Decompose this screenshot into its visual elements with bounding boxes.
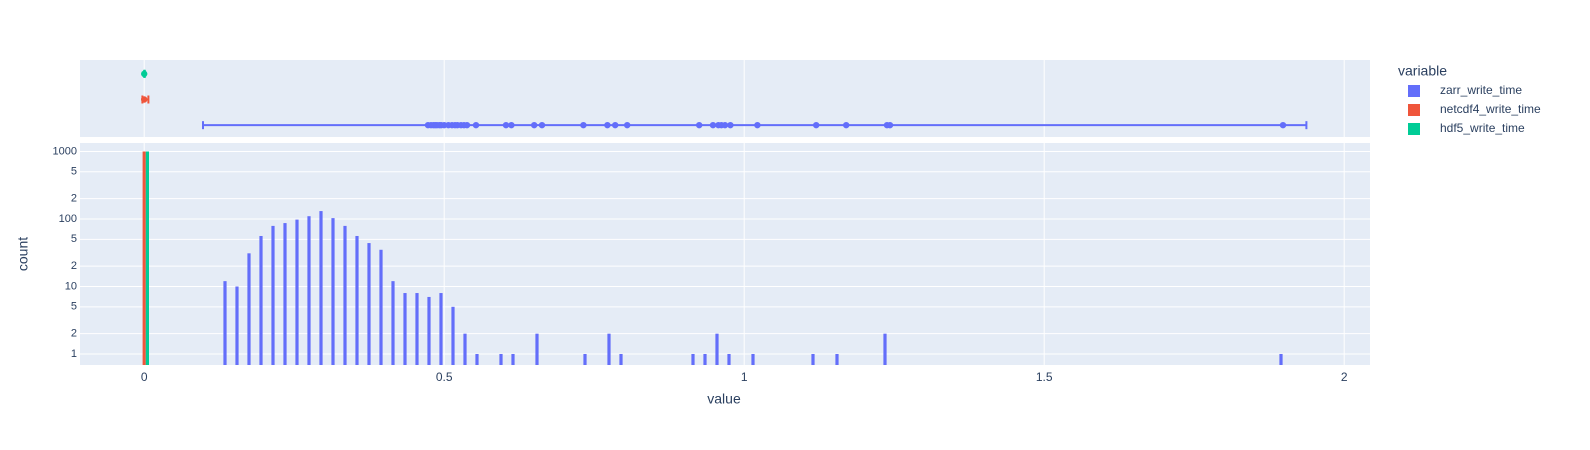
box-point — [696, 121, 703, 129]
bar — [439, 293, 443, 365]
box-point — [531, 121, 538, 129]
y-tick-label: 1 — [71, 348, 77, 360]
x-tick-label: 0 — [141, 370, 148, 384]
bar — [691, 353, 695, 365]
box-point — [502, 121, 510, 129]
y-tick-label: 1000 — [53, 145, 77, 157]
legend-swatch — [1408, 123, 1420, 135]
box-point — [727, 121, 734, 129]
bar — [475, 353, 479, 365]
box-point — [538, 121, 546, 129]
box-point — [709, 121, 717, 129]
y-tick-label: 2 — [71, 328, 77, 340]
bar — [427, 296, 431, 365]
legend-swatch — [1408, 104, 1420, 116]
x-tick-label: 2 — [1341, 370, 1348, 384]
y-tick-label: 5 — [71, 301, 77, 313]
legend-title: variable — [1398, 63, 1447, 79]
bar — [619, 353, 623, 365]
bar — [1279, 353, 1283, 365]
box-point — [721, 121, 729, 129]
legend-swatch — [1408, 85, 1420, 97]
plot-area — [80, 143, 1370, 365]
bar — [367, 243, 371, 365]
bar — [883, 333, 887, 365]
y-tick-label: 10 — [65, 280, 77, 292]
y-tick-label: 100 — [59, 213, 77, 225]
x-tick-label: 1 — [741, 370, 748, 384]
bar — [607, 333, 611, 365]
bar — [715, 333, 719, 365]
bar — [511, 353, 515, 365]
box-point — [472, 121, 480, 129]
bar — [415, 293, 419, 365]
box-point — [604, 121, 611, 129]
bar — [259, 235, 263, 365]
box-point — [624, 121, 631, 129]
bar — [535, 333, 539, 365]
y-tick-label: 5 — [71, 166, 77, 178]
bar — [727, 353, 731, 365]
legend-label: netcdf4_write_time — [1440, 102, 1541, 116]
y-tick-label: 5 — [71, 233, 77, 245]
bar — [295, 219, 299, 365]
bar — [355, 235, 359, 365]
bar — [451, 306, 455, 365]
bar — [145, 151, 149, 365]
bar — [403, 293, 407, 365]
box-point — [463, 121, 471, 129]
bar — [343, 225, 347, 365]
box-point — [508, 121, 515, 129]
bar — [283, 223, 287, 365]
x-tick-label: 0.5 — [436, 370, 453, 384]
box-point — [612, 121, 619, 129]
box-point — [813, 121, 820, 129]
y-axis-title: count — [15, 237, 31, 271]
box-point — [843, 121, 850, 129]
x-tick-label: 1.5 — [1036, 370, 1053, 384]
bar — [247, 253, 251, 365]
bar — [463, 333, 467, 365]
bar — [235, 286, 239, 365]
box-point — [1279, 121, 1287, 129]
y-tick-label: 2 — [71, 193, 77, 205]
box-point — [580, 121, 587, 129]
bar — [331, 218, 335, 365]
legend-label: hdf5_write_time — [1440, 121, 1525, 135]
bar — [379, 249, 383, 365]
box-point — [141, 70, 148, 78]
bar — [499, 353, 503, 365]
box-point — [754, 121, 761, 129]
bar — [751, 353, 755, 365]
bar — [835, 353, 839, 365]
bar — [811, 353, 815, 365]
legend-label: zarr_write_time — [1440, 83, 1522, 97]
bar — [307, 216, 311, 365]
box-point — [886, 121, 894, 129]
bar — [703, 353, 707, 365]
bar — [583, 353, 587, 365]
x-axis-title: value — [707, 391, 741, 407]
bar — [391, 281, 395, 365]
bar — [223, 281, 227, 365]
box-point — [141, 96, 148, 103]
y-tick-label: 2 — [71, 260, 77, 272]
bar — [319, 211, 323, 365]
bar — [142, 151, 146, 365]
bar — [271, 225, 275, 365]
